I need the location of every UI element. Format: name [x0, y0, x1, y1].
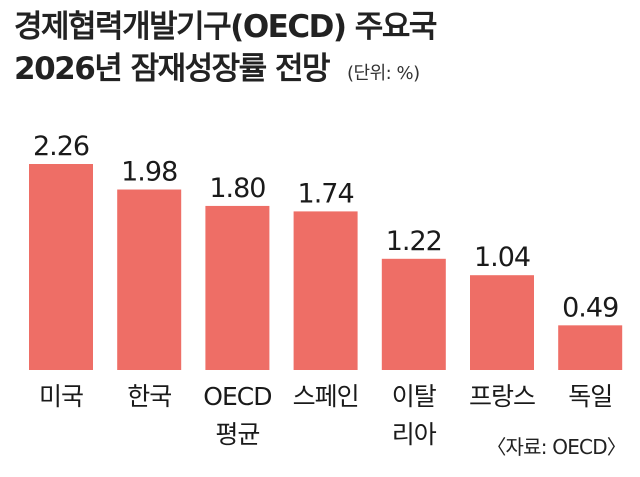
- category-label-5: 프랑스: [469, 382, 535, 411]
- category-label-6: 독일: [568, 382, 612, 411]
- title-line-1: 경제협력개발기구(OECD) 주요국: [14, 9, 437, 45]
- unit-label: (단위: %): [347, 63, 420, 84]
- value-label-0: 2.26: [33, 131, 89, 162]
- value-label-4: 1.22: [386, 226, 442, 257]
- bar-1: [117, 189, 182, 370]
- title-line-2: 2026년 잠재성장률 전망 (단위: %): [14, 48, 436, 95]
- category-label-2-line-1: 평균: [215, 420, 259, 449]
- category-label-1: 한국: [127, 382, 171, 411]
- chart-title: 경제협력개발기구(OECD) 주요국 2026년 잠재성장률 전망 (단위: %): [14, 6, 437, 95]
- title-line-2-text: 2026년 잠재성장률 전망: [14, 51, 331, 87]
- value-label-3: 1.74: [298, 178, 354, 209]
- value-label-2: 1.80: [209, 173, 265, 204]
- category-label-4-line-1: 리아: [392, 420, 437, 449]
- category-label-3: 스페인: [293, 382, 359, 411]
- bar-4: [381, 258, 446, 370]
- source-note: 〈자료: OECD〉: [486, 435, 626, 459]
- value-label-6: 0.49: [562, 292, 618, 323]
- bar-5: [470, 275, 534, 370]
- value-label-5: 1.04: [474, 242, 530, 273]
- category-label-4-line-0: 이탈: [392, 382, 437, 411]
- category-label-0: 미국: [39, 382, 83, 411]
- bar-2: [205, 205, 270, 370]
- value-label-1: 1.98: [121, 157, 177, 188]
- bar-3: [293, 211, 358, 370]
- bar-0: [29, 164, 93, 370]
- category-label-2-line-0: OECD: [203, 382, 271, 411]
- bar-6: [558, 325, 623, 370]
